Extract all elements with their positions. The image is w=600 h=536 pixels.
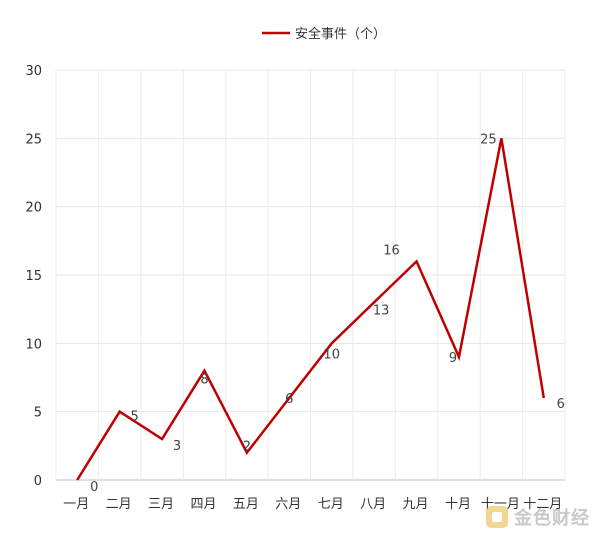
data-label: 6 xyxy=(285,392,293,407)
data-label: 8 xyxy=(200,373,208,388)
y-tick-label: 10 xyxy=(25,337,42,352)
series-line-group xyxy=(76,138,546,481)
x-tick-label: 三月 xyxy=(148,497,174,512)
x-tick-label: 二月 xyxy=(106,497,132,512)
data-label: 16 xyxy=(383,243,400,258)
y-tick-label: 5 xyxy=(34,406,42,421)
data-label: 10 xyxy=(323,347,340,362)
y-tick-label: 30 xyxy=(25,64,42,79)
x-tick-label: 七月 xyxy=(318,497,344,512)
y-tick-label: 20 xyxy=(25,201,42,216)
legend-label: 安全事件（个） xyxy=(295,26,386,42)
y-tick-label: 15 xyxy=(25,269,42,284)
watermark-logo-icon xyxy=(486,506,508,528)
y-tick-label: 25 xyxy=(25,132,42,147)
data-label: 2 xyxy=(243,440,251,455)
x-tick-label: 一月 xyxy=(63,497,89,512)
x-tick-label: 十二月 xyxy=(523,497,562,512)
y-tick-label: 0 xyxy=(34,474,42,489)
series-line xyxy=(76,138,546,481)
x-tick-label: 九月 xyxy=(403,497,429,512)
data-label: 25 xyxy=(480,132,497,147)
x-tick-label: 四月 xyxy=(190,497,216,512)
data-label: 6 xyxy=(557,397,565,412)
legend: 安全事件（个） xyxy=(262,26,386,42)
x-tick-label: 十月 xyxy=(445,497,471,512)
grid-lines xyxy=(55,69,566,481)
y-axis: 0 5 10 15 20 25 30 xyxy=(25,64,42,489)
watermark: 金色财经 xyxy=(486,504,590,530)
data-label: 3 xyxy=(173,439,181,454)
x-tick-label: 八月 xyxy=(360,497,386,512)
data-label: 0 xyxy=(90,480,98,495)
data-labels: 0 5 3 8 2 6 10 13 16 9 25 6 xyxy=(90,132,565,495)
x-tick-label: 六月 xyxy=(275,497,301,512)
data-label: 5 xyxy=(130,410,138,425)
data-label: 13 xyxy=(373,303,390,318)
watermark-text: 金色财经 xyxy=(514,508,590,529)
data-label: 9 xyxy=(449,351,457,366)
x-tick-label: 五月 xyxy=(233,497,259,512)
